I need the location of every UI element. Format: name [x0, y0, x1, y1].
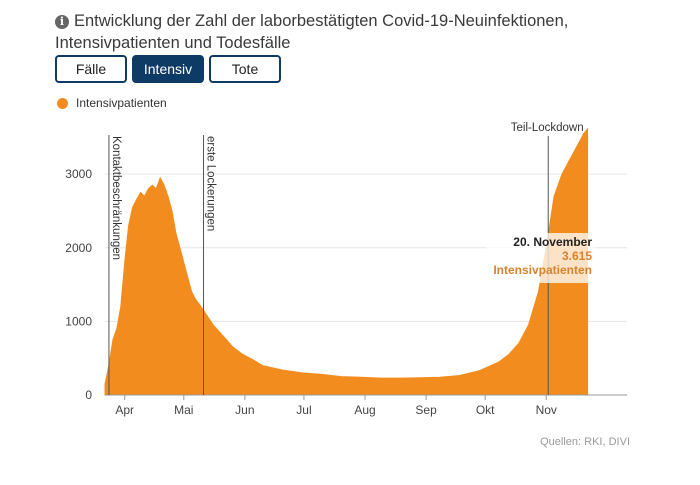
- chart-title: i Entwicklung der Zahl der laborbestätigt…: [55, 10, 675, 54]
- x-tick-label: Apr: [115, 403, 134, 417]
- tooltip-date: 20. November: [513, 235, 592, 249]
- y-tick-label: 0: [85, 388, 92, 402]
- annotation-label-kontaktbeschraenkungen: Kontaktbeschränkungen: [110, 136, 122, 260]
- x-tick-label: Mai: [174, 403, 193, 417]
- x-tick-label: Nov: [536, 403, 557, 417]
- chart-title-text: Entwicklung der Zahl der laborbestätigte…: [55, 12, 569, 52]
- annotation-label-teil-lockdown: Teil-Lockdown: [511, 122, 584, 134]
- tab-intensiv[interactable]: Intensiv: [132, 55, 204, 83]
- legend-dot-icon: [57, 97, 68, 109]
- x-tick-label: Aug: [354, 403, 375, 417]
- annotation-label-erste-lockerungen: erste Lockerungen: [204, 136, 216, 231]
- legend: Intensivpatienten: [57, 96, 167, 110]
- tab-faelle[interactable]: Fälle: [55, 55, 127, 83]
- tab-bar: Fälle Intensiv Tote: [55, 55, 281, 83]
- source-note: Quellen: RKI, DIVI: [540, 436, 630, 448]
- x-tick-label: Sep: [415, 403, 437, 417]
- tab-tote[interactable]: Tote: [209, 55, 281, 83]
- x-tick-label: Jun: [235, 403, 254, 417]
- tooltip-label: Intensivpatienten: [493, 263, 592, 277]
- legend-label: Intensivpatienten: [76, 96, 167, 110]
- x-tick-label: Okt: [476, 403, 495, 417]
- tooltip-box: [486, 233, 596, 283]
- series-area-intensivpatienten: [104, 127, 589, 396]
- y-tick-label: 1000: [65, 314, 92, 328]
- info-icon[interactable]: i: [55, 15, 69, 29]
- y-tick-label: 3000: [65, 167, 92, 181]
- y-tick-label: 2000: [65, 241, 92, 255]
- tooltip-value: 3.615: [562, 249, 592, 263]
- x-tick-label: Jul: [296, 403, 311, 417]
